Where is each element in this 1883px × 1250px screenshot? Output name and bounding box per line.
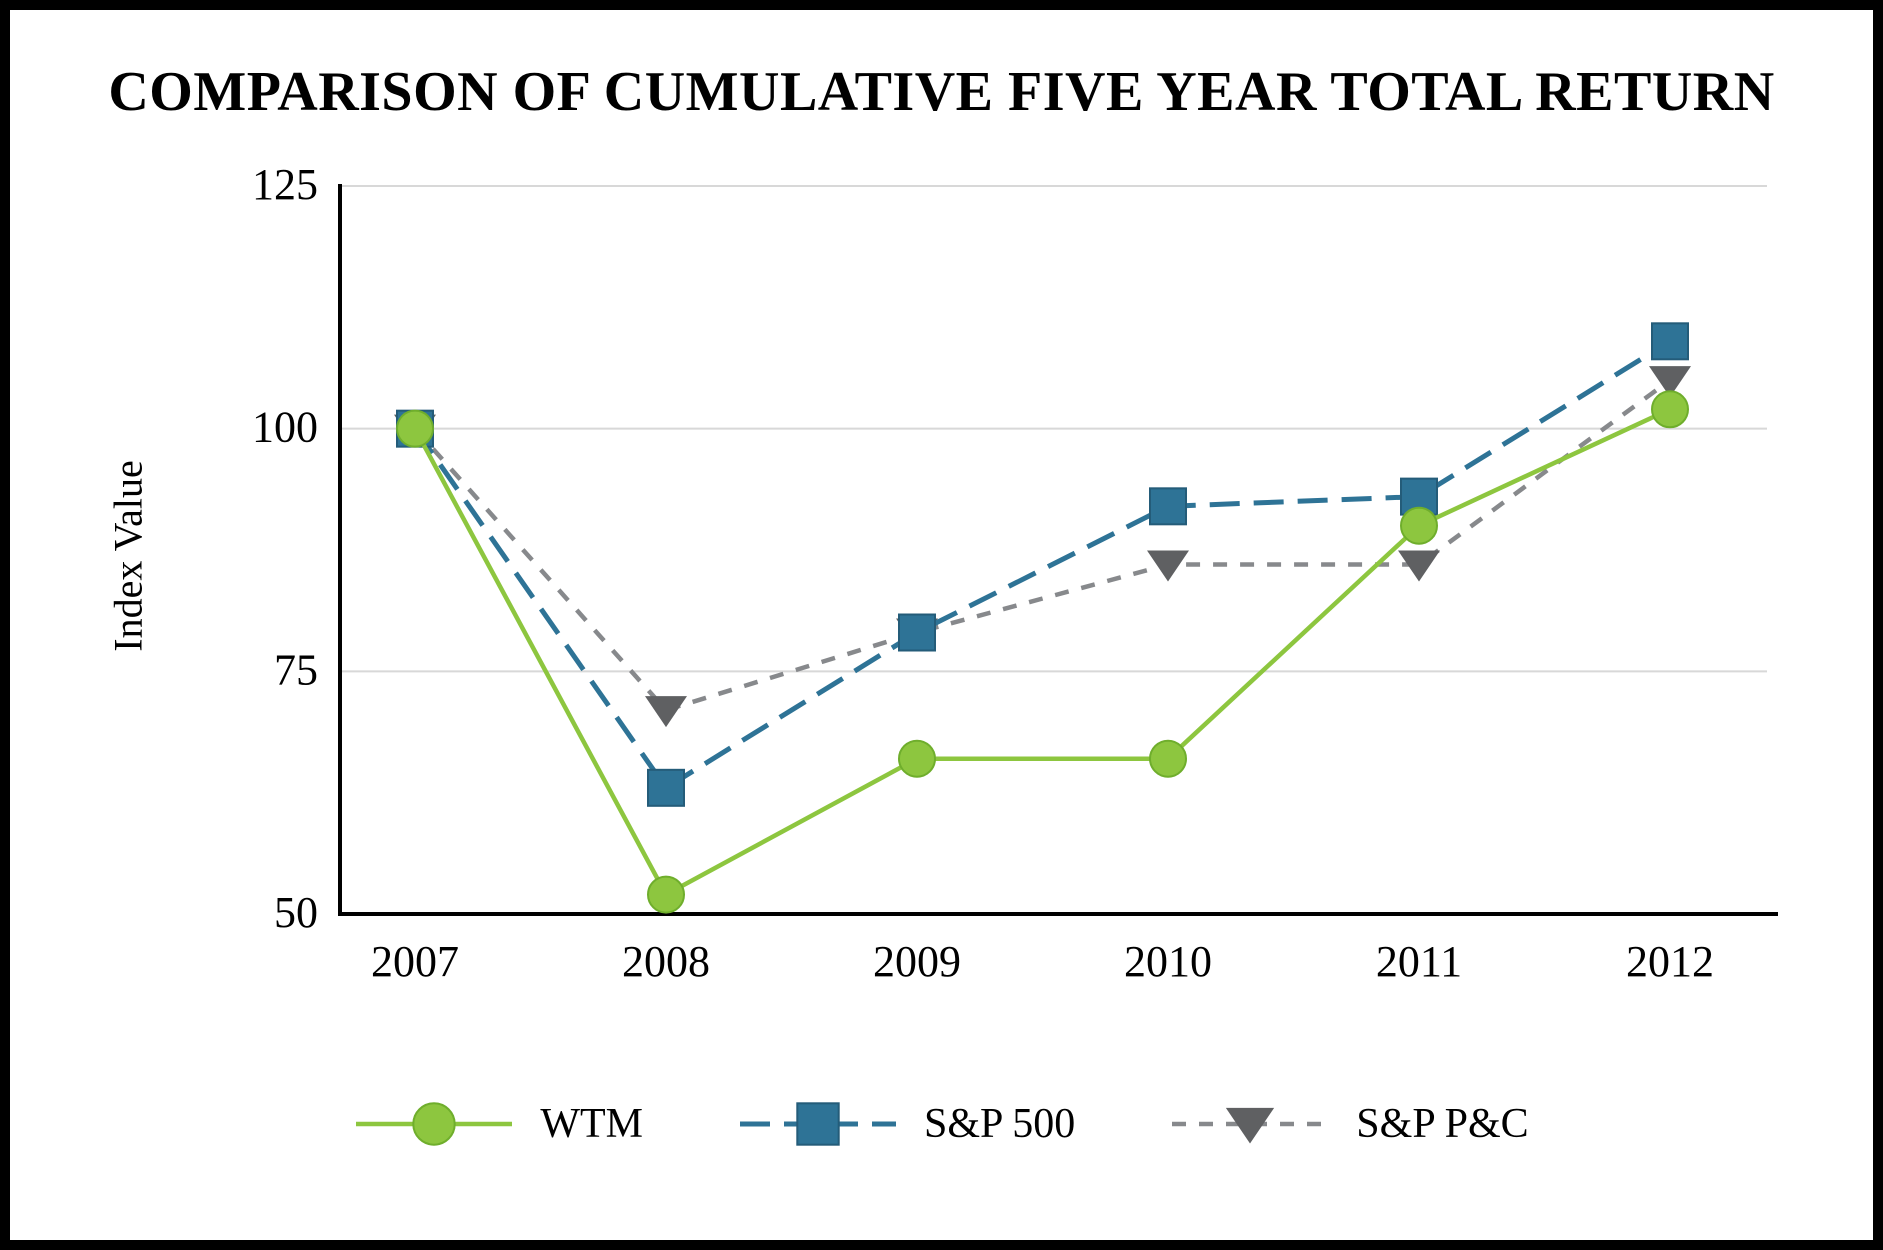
chart-title: COMPARISON OF CUMULATIVE FIVE YEAR TOTAL… [108,61,1775,123]
marker-s-p-500-2012 [1651,322,1689,361]
marker-wtm-2007 [396,409,434,448]
y-tick-label: 75 [274,645,318,694]
legend-item-s-p-p-c: S&P P&C [1170,1098,1529,1150]
marker-wtm-2012 [1651,390,1689,429]
x-tick-label: 2011 [1376,937,1462,986]
legend-marker-wtm [412,1102,457,1146]
chart-legend: WTM S&P 500 S&P P&C [10,1098,1873,1150]
y-tick-label: 125 [252,160,318,209]
series-line-s-p-500 [412,339,1672,792]
marker-s-p-500-2010 [1149,487,1187,526]
marker-s-p-500-2009 [898,613,936,652]
y-tick-label: 50 [274,888,318,937]
marker-wtm-2011 [1400,506,1438,545]
legend-item-wtm: WTM [354,1098,643,1150]
y-tick-label: 100 [252,403,318,452]
legend-label-wtm: WTM [540,1101,643,1147]
x-tick-label: 2010 [1124,937,1212,986]
legend-label-s-p-p-c: S&P P&C [1356,1101,1529,1147]
x-tick-label: 2009 [873,937,961,986]
legend-marker-s-p-p-c [1226,1107,1275,1144]
marker-wtm-2010 [1149,739,1187,778]
legend-swatch-s-p-p-c [1172,1107,1329,1144]
plot-canvas: 50 75 100 125 2007 2008 2009 2010 2011 2012 [252,160,1778,986]
series-line-wtm [413,407,1671,898]
chart-area: Index Value 50 75 100 125 2007 2008 2009 2010 20… [10,136,1873,986]
legend-marker-s-p-500 [796,1102,840,1146]
legend-label-s-p-500: S&P 500 [923,1101,1076,1147]
marker-s-p-p-c-2008 [645,696,687,728]
legend-swatch-s-p-500 [739,1102,896,1146]
legend-item-s-p-500: S&P 500 [738,1098,1075,1150]
x-tick-label: 2007 [371,937,459,986]
marker-s-p-p-c-2012 [1649,366,1691,398]
marker-wtm-2009 [898,739,936,778]
series-line-s-p-p-c [413,378,1672,713]
marker-s-p-p-c-2011 [1398,550,1440,582]
marker-s-p-500-2008 [647,768,685,807]
legend-swatch-wtm [356,1102,513,1146]
marker-s-p-p-c-2010 [1147,550,1189,582]
marker-wtm-2008 [647,875,685,914]
x-tick-label: 2012 [1626,937,1714,986]
x-tick-label: 2008 [622,937,710,986]
